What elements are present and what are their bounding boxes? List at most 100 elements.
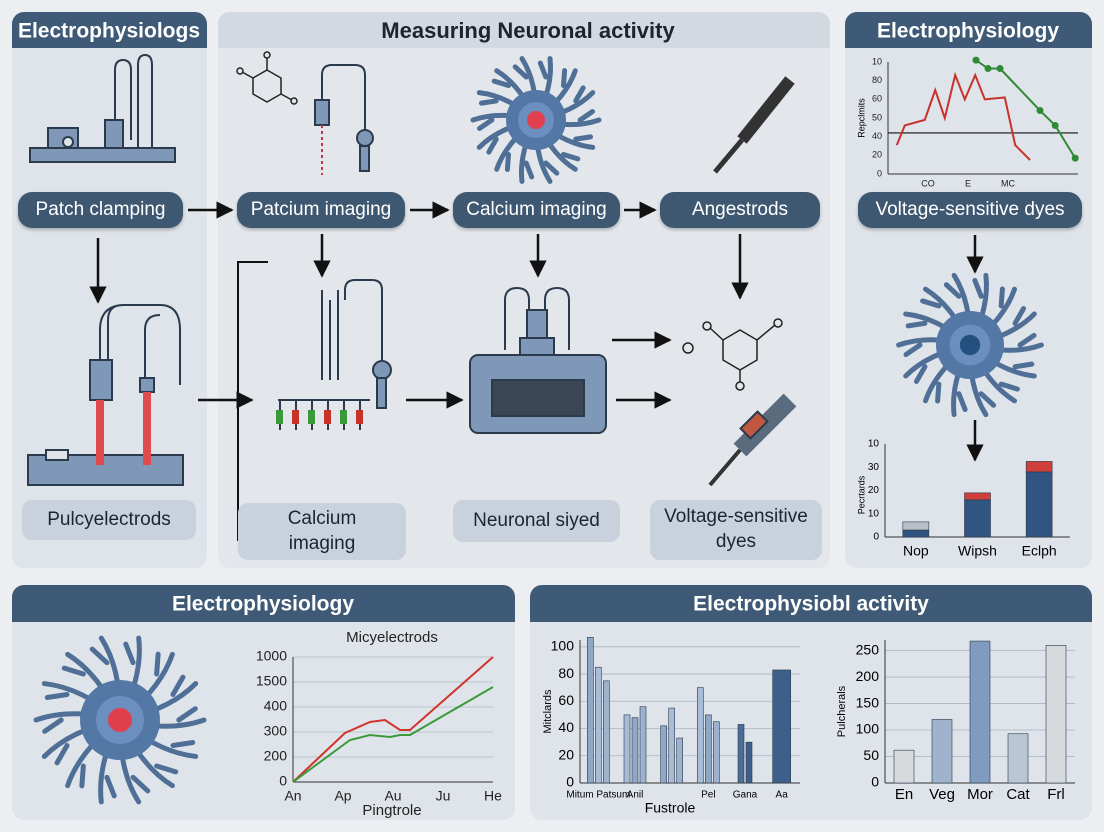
y-tick-label: 10 (868, 508, 880, 519)
electrode-tips (276, 410, 363, 424)
y-tick-label: 200 (264, 748, 288, 764)
x-tick-label: E (965, 178, 971, 188)
molecule (236, 51, 783, 391)
panel-header (530, 585, 1092, 622)
bar (931, 719, 953, 784)
method-label: Calcium imaging (238, 503, 406, 560)
method-label: Patch clamping (18, 192, 183, 228)
bar (676, 737, 683, 784)
y-tick-label: 0 (873, 532, 879, 543)
y-axis-label: Repclmits (856, 98, 866, 138)
y-tick-label: 10 (868, 439, 880, 450)
y-tick-label: 0 (279, 773, 287, 789)
y-tick-label: 100 (551, 638, 575, 654)
x-tick-label: Frl (1047, 786, 1065, 803)
y-tick-label: 100 (856, 721, 880, 737)
x-tick-label: MC (1001, 178, 1015, 188)
method-label: Voltage-sensitive dyes (858, 192, 1082, 228)
y-tick-label: 80 (872, 75, 882, 85)
y-axis-label: Pecrtards (856, 475, 866, 514)
y-tick-label: 50 (863, 747, 879, 763)
y-tick-label: 40 (872, 131, 882, 141)
panel-title: Electrophysiobl activity (693, 593, 929, 616)
bar (969, 640, 991, 784)
y-tick-label: 0 (877, 168, 882, 178)
x-tick-label: Pel (701, 790, 715, 801)
y-tick-label: 150 (856, 694, 880, 710)
panel-title: Electrophysiologs (18, 20, 200, 43)
x-tick-label: Veg (929, 786, 955, 803)
nucleus (959, 334, 981, 356)
panel-header (218, 12, 830, 48)
bar (587, 636, 594, 784)
marker (1051, 121, 1059, 129)
recorder (469, 286, 607, 434)
x-tick-label: Ju (436, 788, 451, 804)
bar (713, 721, 720, 784)
marker (1071, 154, 1079, 162)
panel-header (845, 12, 1092, 48)
marker (1036, 107, 1044, 115)
patch-rig (27, 53, 184, 486)
bar (660, 725, 667, 784)
x-axis-label: Pingtrole (362, 802, 421, 819)
bar-segment (964, 499, 991, 538)
x-tick-label: An (284, 788, 301, 804)
y-tick-label: 0 (566, 774, 574, 790)
bar (697, 687, 704, 784)
y-axis-label: Mitclards (542, 689, 554, 734)
panel-header (12, 12, 207, 48)
x-tick-label: Cat (1006, 786, 1030, 803)
method-label: Angestrods (660, 192, 820, 228)
bar-segment (1025, 461, 1053, 473)
y-tick-label: 20 (872, 150, 882, 160)
y-tick-label: 30 (868, 462, 880, 473)
bar-segment (1025, 471, 1053, 538)
y-tick-label: 50 (872, 112, 882, 122)
x-tick-label: Wipsh (958, 543, 997, 559)
x-tick-label: Gana (733, 790, 758, 801)
bar (595, 666, 602, 784)
method-label: Calcium imaging (453, 192, 620, 228)
marker (972, 56, 980, 64)
y-tick-label: 60 (558, 692, 574, 708)
y-tick-label: 80 (558, 665, 574, 681)
marker (984, 65, 992, 73)
bar (1007, 733, 1029, 784)
x-tick-label: Anil (627, 790, 644, 801)
y-tick-label: 400 (264, 698, 288, 714)
bar (1045, 644, 1067, 784)
method-label: Voltage-sensitive dyes (650, 500, 822, 560)
method-label: Patcium imaging (237, 192, 405, 228)
x-tick-label: Eclph (1022, 543, 1057, 559)
pipette (278, 64, 392, 430)
y-tick-label: 20 (558, 746, 574, 762)
chart-title: Micyelectrods (346, 629, 438, 646)
y-tick-label: 0 (871, 774, 879, 790)
bar (772, 669, 791, 784)
x-tick-label: Au (384, 788, 401, 804)
y-tick-label: 250 (856, 641, 880, 657)
line (292, 656, 494, 783)
marker (996, 65, 1004, 73)
nucleus (527, 111, 545, 129)
panel-header (12, 585, 515, 622)
method-label: Pulcyelectrods (22, 500, 196, 540)
bar (737, 724, 745, 784)
bar (705, 714, 712, 784)
bar (639, 706, 647, 784)
bar-segment (902, 529, 930, 538)
bar (893, 749, 915, 784)
y-tick-label: 1500 (256, 673, 287, 689)
probe (708, 76, 797, 487)
bar-segment (964, 492, 991, 501)
x-axis-label: Fustrole (645, 800, 696, 816)
x-tick-label: CO (921, 178, 935, 188)
y-tick-label: 1000 (256, 648, 287, 664)
panel-title: Electrophysiology (172, 593, 354, 616)
x-tick-label: He (484, 788, 502, 804)
panel-title: Measuring Neuronal activity (381, 18, 675, 43)
x-tick-label: Aa (776, 790, 789, 801)
